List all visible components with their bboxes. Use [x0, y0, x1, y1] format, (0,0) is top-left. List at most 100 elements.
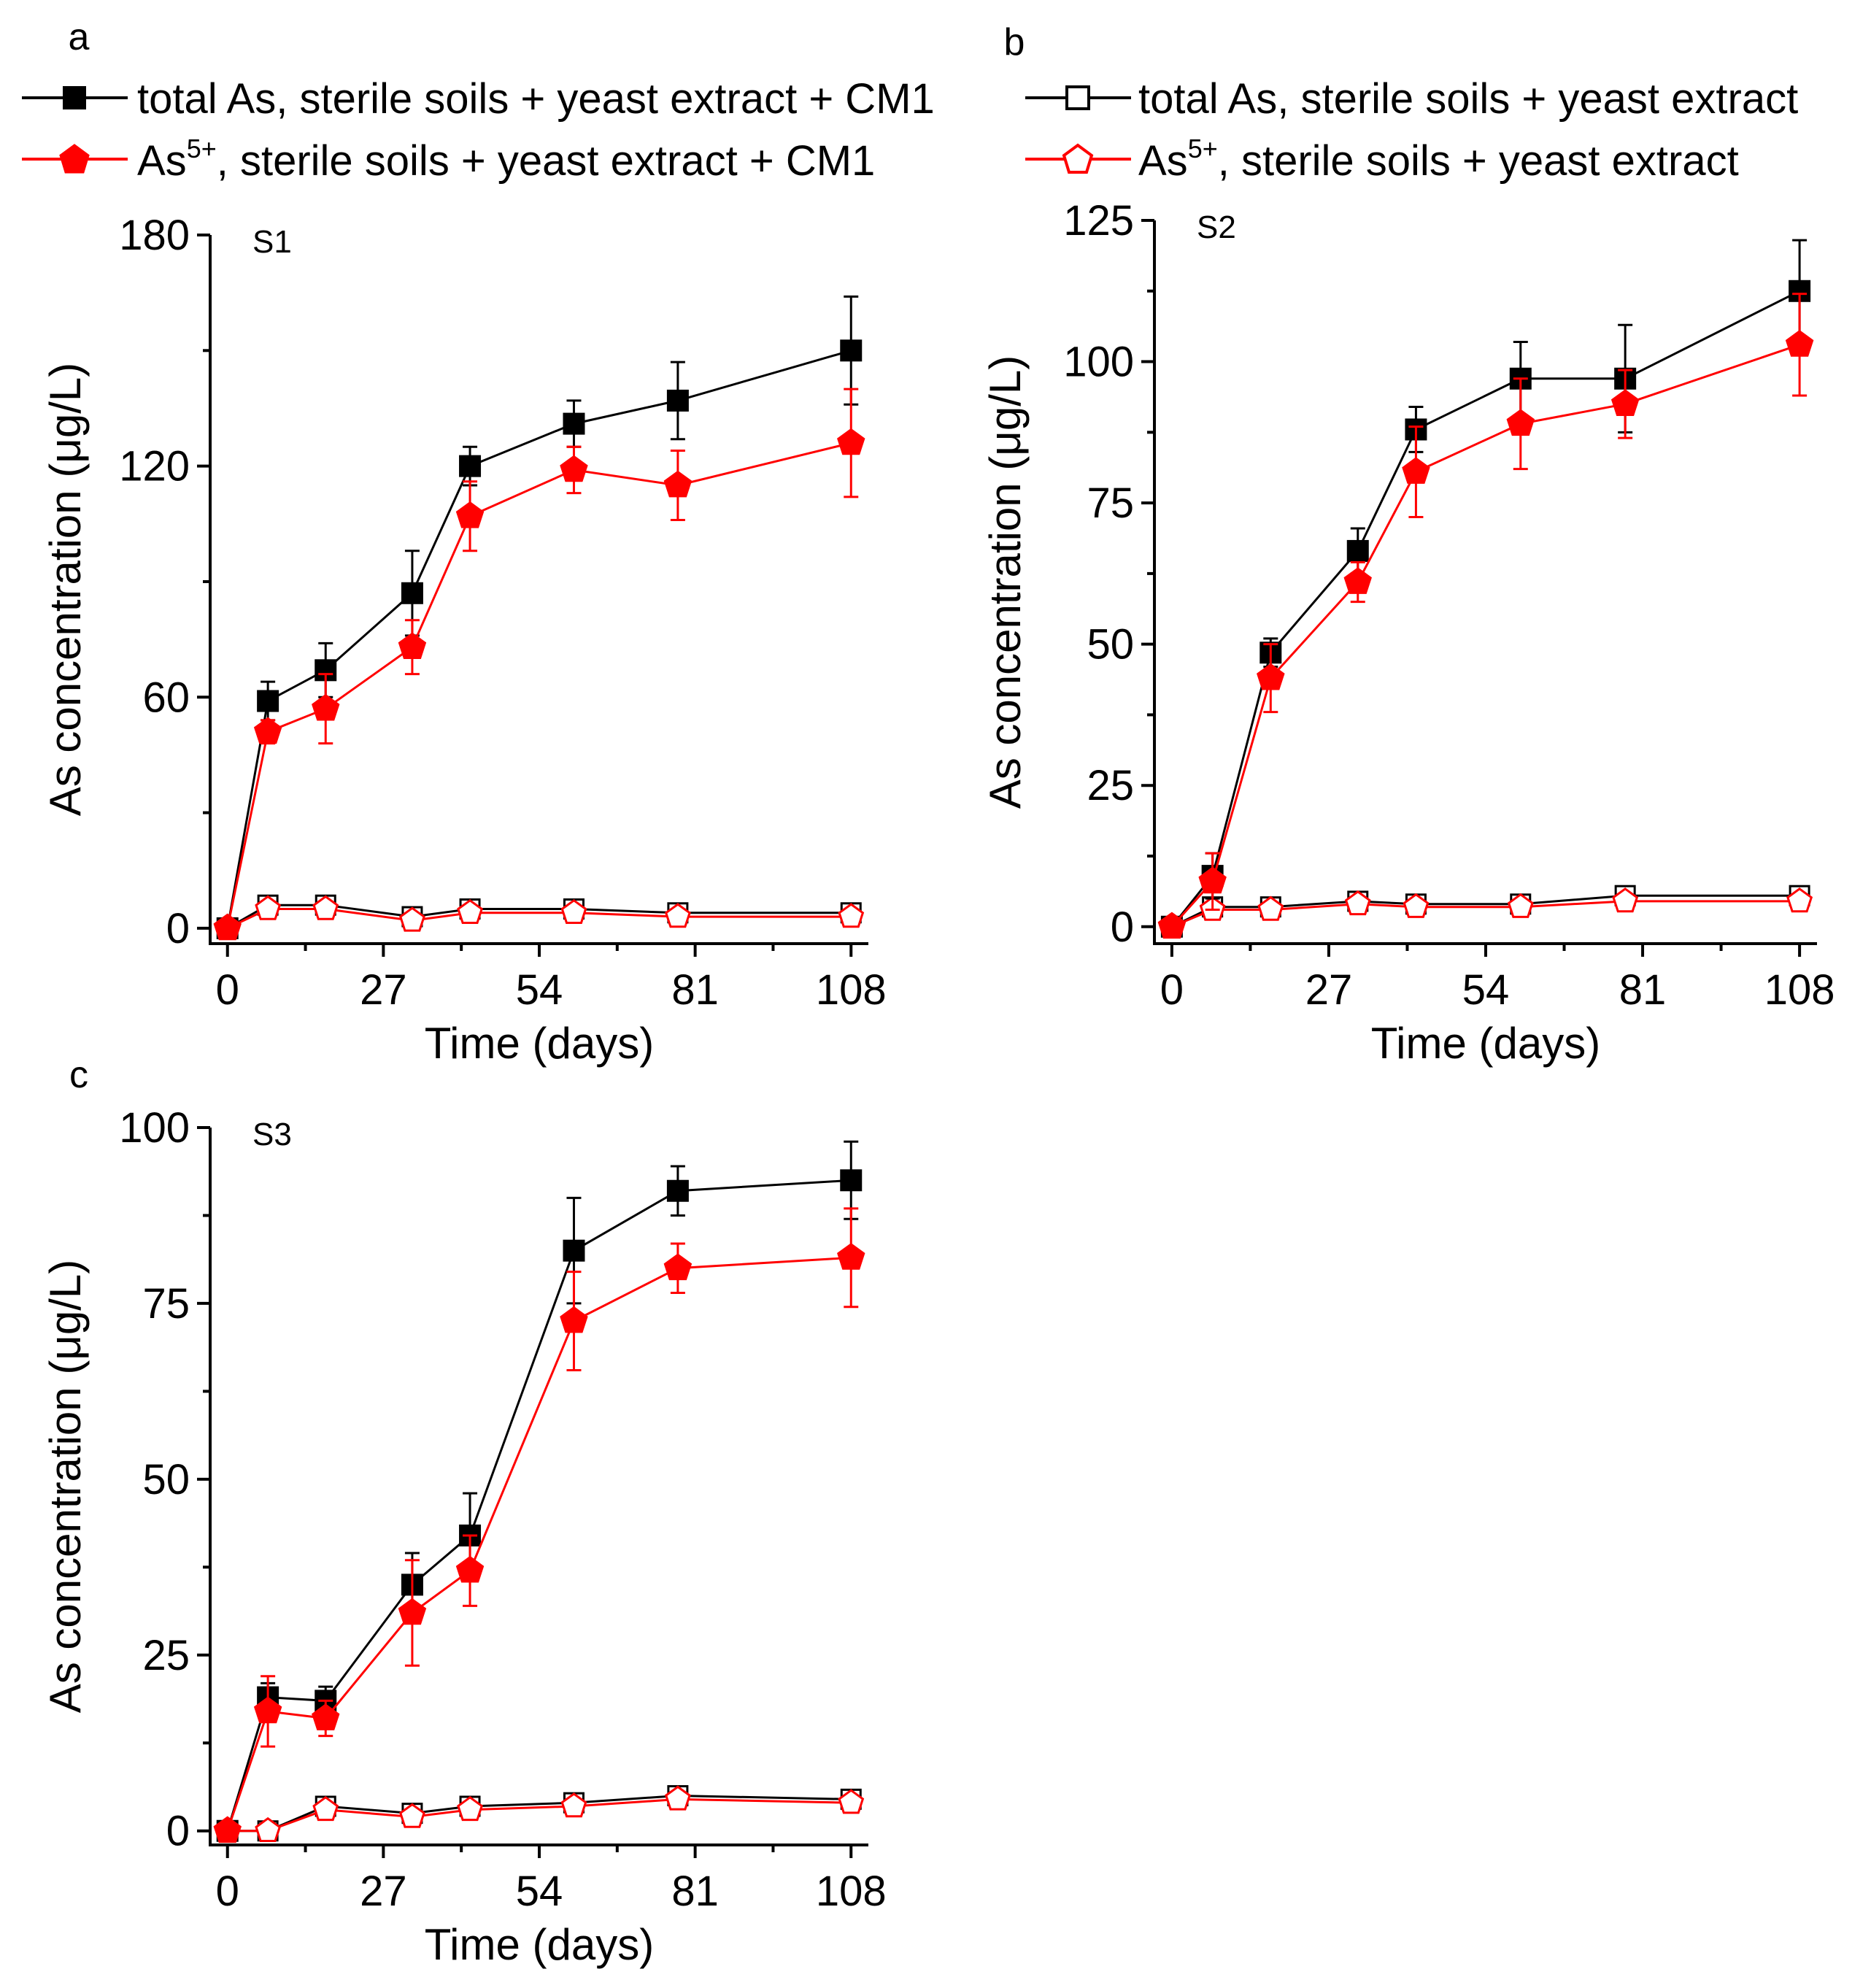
data-point — [837, 1243, 865, 1270]
series-line — [1170, 343, 1800, 928]
data-point — [1257, 895, 1284, 921]
data-point — [399, 906, 425, 932]
plot-title: S1 — [252, 224, 292, 260]
series-total_ctrl — [1161, 885, 1810, 938]
data-point — [560, 1792, 587, 1818]
data-point — [1198, 866, 1227, 894]
y-tick-label: 125 — [1063, 197, 1134, 244]
series-line — [226, 442, 852, 929]
x-axis-title: Time (days) — [425, 1920, 654, 1969]
x-tick-label: 27 — [360, 966, 407, 1014]
data-point — [840, 339, 863, 362]
data-point — [1344, 890, 1371, 916]
x-tick-label: 0 — [216, 1868, 239, 1915]
y-tick-label: 75 — [1087, 479, 1134, 527]
series-total_cm1 — [216, 1140, 863, 1842]
series-total_cm1 — [1160, 239, 1811, 938]
panel-label: a — [69, 16, 90, 58]
data-point — [1346, 539, 1369, 562]
y-tick-label: 50 — [142, 1456, 190, 1503]
data-point — [455, 501, 485, 528]
series-line — [226, 349, 852, 929]
series-as5_cm1 — [1157, 293, 1814, 939]
x-axis-title: Time (days) — [1371, 1019, 1600, 1068]
x-tick-label: 54 — [516, 966, 563, 1014]
series-as5_cm1 — [213, 1207, 865, 1843]
data-point — [312, 1703, 340, 1730]
y-tick-label: 25 — [142, 1632, 190, 1679]
legend-label-total-ctrl: total As, sterile soils + yeast extract — [1138, 75, 1798, 123]
y-tick-label: 50 — [1087, 621, 1134, 669]
data-point — [253, 717, 282, 744]
axes — [209, 235, 868, 945]
data-point — [666, 389, 689, 412]
data-point — [840, 1169, 863, 1192]
y-tick-label: 60 — [142, 674, 190, 721]
legend-label-as5-cm1: As5+, sterile soils + yeast extract + CM… — [137, 134, 875, 185]
data-point — [1343, 567, 1372, 594]
y-tick-label: 75 — [142, 1280, 190, 1328]
data-point — [1257, 663, 1285, 690]
data-point — [560, 455, 588, 482]
data-point — [563, 412, 585, 435]
data-point — [1507, 893, 1534, 918]
data-point — [255, 1816, 282, 1842]
x-tick-label: 81 — [671, 1868, 719, 1915]
legend-marker-total-ctrl — [1065, 85, 1090, 110]
x-tick-label: 27 — [360, 1868, 407, 1915]
data-point — [664, 903, 691, 928]
legend-marker-as5-cm1 — [59, 144, 90, 174]
y-tick-label: 180 — [119, 212, 190, 259]
data-point — [312, 895, 339, 920]
data-point — [663, 1253, 693, 1281]
data-point — [838, 1789, 865, 1814]
x-tick-label: 54 — [1462, 966, 1510, 1014]
data-point — [457, 1795, 483, 1822]
legend-marker-as5-ctrl — [1062, 143, 1094, 174]
data-point — [838, 903, 865, 928]
panel-b: b S2 0 27 54 81 108 0 25 50 75 100 125 Time (days) As … — [981, 21, 1835, 1068]
data-point — [1402, 457, 1430, 484]
data-point — [455, 1555, 485, 1583]
data-point — [257, 690, 279, 712]
y-tick-label: 100 — [1063, 339, 1134, 386]
x-tick-label: 0 — [216, 966, 239, 1014]
data-point — [1786, 887, 1813, 913]
data-point — [1157, 912, 1187, 939]
data-point — [253, 1696, 282, 1724]
legend-left: total As, sterile soils + yeast extract … — [22, 75, 935, 185]
legend-label-total-cm1: total As, sterile soils + yeast extract … — [137, 75, 935, 123]
data-point — [399, 1803, 425, 1828]
x-axis-title: Time (days) — [425, 1019, 654, 1068]
axes — [209, 1128, 868, 1846]
y-axis-title: As concentration (μg/L) — [41, 363, 90, 817]
series-as5_ctrl — [214, 1785, 865, 1842]
data-point — [663, 470, 693, 498]
data-point — [457, 898, 483, 924]
data-point — [563, 1239, 585, 1262]
data-point — [664, 1785, 691, 1811]
series-as5_cm1 — [213, 388, 865, 941]
panel-label: c — [69, 1054, 88, 1096]
data-point — [1403, 893, 1430, 918]
data-point — [1610, 389, 1640, 416]
series-line — [1170, 290, 1800, 928]
data-point — [1506, 409, 1535, 436]
data-point — [312, 693, 340, 721]
panel-label: b — [1004, 21, 1025, 63]
series-line — [226, 1179, 852, 1832]
legend-label-as5-ctrl: As5+, sterile soils + yeast extract — [1138, 134, 1739, 185]
x-tick-label: 81 — [671, 966, 719, 1014]
data-point — [666, 1179, 689, 1202]
y-tick-label: 100 — [119, 1104, 190, 1152]
legend-right: total As, sterile soils + yeast extract … — [1025, 75, 1798, 185]
y-tick-label: 0 — [1111, 904, 1134, 951]
plot-title: S3 — [252, 1117, 292, 1152]
legend-marker-total-cm1 — [63, 86, 86, 109]
series-as5_ctrl — [214, 895, 865, 940]
x-tick-label: 108 — [816, 966, 887, 1014]
data-point — [1612, 887, 1639, 913]
series-total_cm1 — [216, 295, 863, 939]
data-point — [213, 1816, 242, 1843]
